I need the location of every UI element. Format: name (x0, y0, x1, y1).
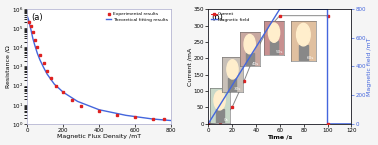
Magnetic field (277, 8, 282, 10)
Experimental results (48, 77, 53, 79)
Text: (b): (b) (211, 13, 223, 22)
Experimental results (115, 114, 119, 116)
Magnetic field (349, 123, 354, 125)
Experimental results (150, 118, 155, 120)
Magnetic field (325, 8, 330, 10)
Experimental results (29, 25, 33, 27)
Experimental results (33, 39, 37, 41)
Experimental results (45, 70, 50, 72)
Theoretical fitting results (45, 73, 50, 75)
Current (206, 123, 211, 125)
Line: Theoretical fitting results: Theoretical fitting results (28, 17, 171, 120)
Theoretical fitting results (25, 16, 30, 18)
Current (254, 51, 258, 53)
Theoretical fitting results (52, 83, 57, 85)
Experimental results (35, 47, 40, 48)
Theoretical fitting results (41, 67, 46, 68)
Experimental results (97, 110, 101, 111)
X-axis label: Time /s: Time /s (267, 134, 292, 139)
Current (230, 107, 234, 108)
Theoretical fitting results (38, 59, 42, 61)
Line: Current: Current (207, 14, 329, 125)
Magnetic field (325, 123, 330, 125)
Current (277, 15, 282, 17)
Current (218, 121, 222, 123)
Experimental results (41, 62, 46, 64)
Theoretical fitting results (29, 29, 33, 31)
Current (242, 80, 246, 82)
Experimental results (38, 54, 42, 56)
Y-axis label: Resistance /Ω: Resistance /Ω (6, 45, 11, 88)
Y-axis label: Magnetic field /mT: Magnetic field /mT (367, 37, 372, 96)
Theoretical fitting results (35, 52, 40, 54)
Experimental results (54, 85, 58, 87)
Experimental results (79, 105, 84, 107)
Theoretical fitting results (124, 114, 128, 116)
Experimental results (133, 116, 137, 118)
Legend: Experimental results, Theoretical fitting results: Experimental results, Theoretical fittin… (105, 11, 169, 23)
Theoretical fitting results (26, 18, 31, 20)
Theoretical fitting results (61, 91, 65, 93)
Text: (a): (a) (32, 13, 43, 22)
Current (266, 28, 270, 30)
Magnetic field (206, 123, 211, 125)
Experimental results (61, 91, 65, 93)
Theoretical fitting results (150, 118, 155, 120)
Experimental results (161, 119, 166, 120)
Legend: Current, Magnetic field: Current, Magnetic field (210, 11, 250, 23)
Theoretical fitting results (31, 37, 35, 39)
Experimental results (27, 22, 31, 23)
Line: Experimental results: Experimental results (28, 21, 165, 121)
Current (325, 15, 330, 17)
Theoretical fitting results (169, 120, 173, 121)
Theoretical fitting results (97, 109, 101, 111)
Theoretical fitting results (33, 44, 37, 45)
Line: Magnetic field: Magnetic field (208, 9, 352, 124)
Experimental results (31, 32, 35, 33)
Theoretical fitting results (75, 100, 80, 102)
X-axis label: Magnetic Flux Density /mT: Magnetic Flux Density /mT (57, 134, 141, 139)
Theoretical fitting results (27, 22, 31, 23)
Y-axis label: Current /mA: Current /mA (187, 47, 192, 86)
Experimental results (70, 99, 74, 101)
